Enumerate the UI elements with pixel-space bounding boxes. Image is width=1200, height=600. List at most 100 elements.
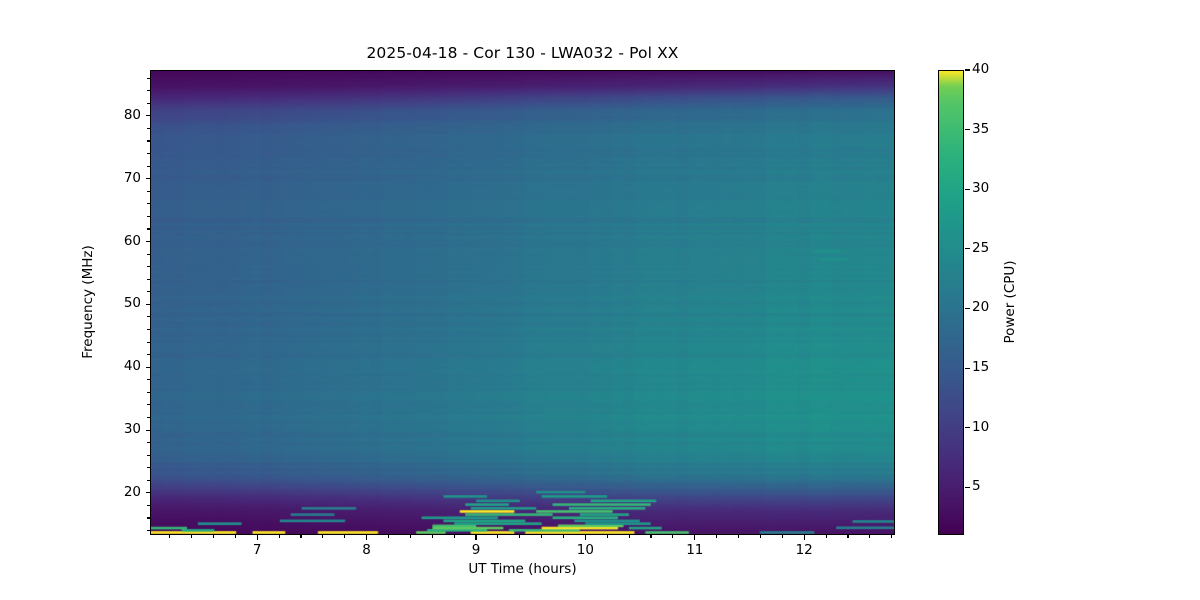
y-axis-tick-minor bbox=[147, 517, 150, 519]
x-axis-tick-minor bbox=[541, 535, 543, 538]
colorbar-tick bbox=[965, 367, 970, 369]
y-axis-tick-minor bbox=[147, 328, 150, 331]
y-axis-tick-minor bbox=[147, 102, 150, 104]
x-axis-tick-minor bbox=[409, 535, 411, 538]
x-axis-tick-minor bbox=[781, 535, 783, 538]
y-axis-tick-minor bbox=[147, 504, 150, 506]
y-axis-tick-label: 40 bbox=[123, 358, 141, 375]
x-axis-tick-minor bbox=[212, 535, 214, 538]
x-axis-tick-minor bbox=[847, 535, 849, 538]
colorbar-tick-label: 30 bbox=[972, 180, 990, 197]
y-axis-tick-major bbox=[145, 492, 150, 494]
x-axis-label: UT Time (hours) bbox=[468, 561, 577, 577]
colorbar-tick-label: 35 bbox=[972, 120, 990, 137]
colorbar-tick bbox=[965, 427, 970, 429]
colorbar-tick bbox=[965, 129, 970, 131]
y-axis-tick-minor bbox=[147, 454, 150, 456]
y-axis-tick-minor bbox=[147, 203, 150, 205]
colorbar-label: Power (CPU) bbox=[1002, 260, 1018, 344]
x-axis-tick-minor bbox=[628, 535, 630, 538]
x-axis-tick-minor bbox=[650, 535, 652, 538]
x-axis-tick-label: 9 bbox=[471, 542, 481, 558]
y-axis-tick-minor bbox=[147, 530, 150, 532]
y-axis-tick-label: 70 bbox=[123, 169, 141, 186]
y-axis-tick-minor bbox=[147, 278, 150, 280]
colorbar-tick-label: 15 bbox=[972, 359, 990, 376]
colorbar-gradient bbox=[939, 71, 963, 534]
x-axis-tick-major bbox=[694, 535, 696, 540]
y-axis-tick-minor bbox=[147, 379, 150, 381]
y-axis-label: Frequency (MHz) bbox=[80, 245, 96, 359]
y-axis-tick-major bbox=[145, 303, 150, 305]
y-axis-tick-minor bbox=[147, 442, 150, 444]
y-axis-tick-minor bbox=[147, 341, 150, 343]
x-axis-tick-minor bbox=[169, 535, 171, 538]
y-axis-tick-label: 60 bbox=[123, 232, 141, 249]
x-axis-tick-minor bbox=[453, 535, 455, 538]
x-axis-tick-label: 12 bbox=[795, 542, 813, 558]
page-title: 2025-04-18 - Cor 130 - LWA032 - Pol XX bbox=[366, 44, 679, 62]
colorbar-tick-label: 5 bbox=[972, 478, 981, 495]
x-axis-tick-minor bbox=[387, 535, 390, 538]
x-axis-tick-label: 7 bbox=[252, 542, 262, 558]
x-axis-tick-major bbox=[475, 535, 477, 540]
x-axis-tick-minor bbox=[562, 535, 565, 538]
x-axis-tick-minor bbox=[497, 535, 499, 538]
x-axis-tick-label: 11 bbox=[686, 542, 704, 558]
y-axis-tick-minor bbox=[147, 354, 150, 356]
x-axis-tick-minor bbox=[825, 535, 827, 538]
x-axis-tick-major bbox=[366, 535, 368, 540]
x-axis-tick-minor bbox=[869, 535, 871, 538]
x-axis-tick-minor bbox=[322, 535, 324, 538]
y-axis-tick-minor bbox=[147, 467, 150, 469]
y-axis-tick-minor bbox=[147, 140, 150, 142]
y-axis-tick-minor bbox=[147, 479, 150, 481]
colorbar-tick bbox=[965, 307, 970, 309]
y-axis-tick-major bbox=[145, 429, 150, 431]
y-axis-tick-label: 50 bbox=[123, 295, 141, 312]
colorbar-tick-label: 10 bbox=[972, 418, 990, 435]
y-axis-tick-major bbox=[145, 178, 150, 180]
x-axis-tick-minor bbox=[738, 535, 740, 538]
x-axis-tick-minor bbox=[891, 535, 893, 538]
colorbar-tick-label: 20 bbox=[972, 299, 990, 316]
y-axis-tick-major bbox=[145, 240, 150, 243]
y-axis-tick-minor bbox=[147, 228, 150, 230]
x-axis-tick-minor bbox=[759, 535, 761, 538]
colorbar-tick bbox=[965, 486, 970, 488]
x-axis-tick-minor bbox=[234, 535, 236, 538]
y-axis-tick-minor bbox=[147, 391, 150, 393]
y-axis-tick-minor bbox=[147, 77, 150, 79]
colorbar-tick bbox=[965, 188, 970, 190]
spectrogram-axes[interactable] bbox=[150, 70, 895, 535]
colorbar-tick bbox=[965, 248, 970, 250]
x-axis-tick-minor bbox=[672, 535, 674, 538]
x-axis-tick-minor bbox=[191, 535, 193, 538]
x-axis-tick-major bbox=[803, 535, 805, 540]
y-axis-tick-minor bbox=[147, 190, 150, 192]
x-axis-tick-minor bbox=[431, 535, 433, 538]
y-axis-tick-minor bbox=[147, 215, 150, 217]
y-axis-tick-label: 30 bbox=[123, 421, 141, 438]
x-axis-tick-minor bbox=[278, 535, 280, 538]
y-axis-tick-minor bbox=[147, 316, 150, 318]
x-axis-tick-label: 8 bbox=[362, 542, 371, 558]
y-axis-tick-minor bbox=[147, 165, 150, 167]
x-axis-tick-label: 10 bbox=[576, 542, 594, 558]
y-axis-tick-minor bbox=[147, 404, 150, 406]
y-axis-tick-major bbox=[145, 115, 150, 117]
y-axis-tick-minor bbox=[147, 253, 150, 255]
y-axis-tick-minor bbox=[147, 90, 150, 92]
y-axis-tick-minor bbox=[147, 291, 150, 293]
x-axis-tick-minor bbox=[519, 535, 521, 538]
x-axis-tick-minor bbox=[300, 535, 302, 538]
y-axis-tick-major bbox=[145, 366, 150, 368]
colorbar-tick bbox=[965, 69, 970, 71]
y-axis-tick-label: 20 bbox=[123, 483, 141, 500]
x-axis-tick-major bbox=[584, 535, 586, 540]
colorbar-tick-label: 40 bbox=[972, 61, 990, 77]
x-axis-tick-minor bbox=[716, 535, 718, 538]
y-axis-tick-minor bbox=[147, 416, 150, 419]
colorbar-axes[interactable] bbox=[938, 70, 964, 535]
